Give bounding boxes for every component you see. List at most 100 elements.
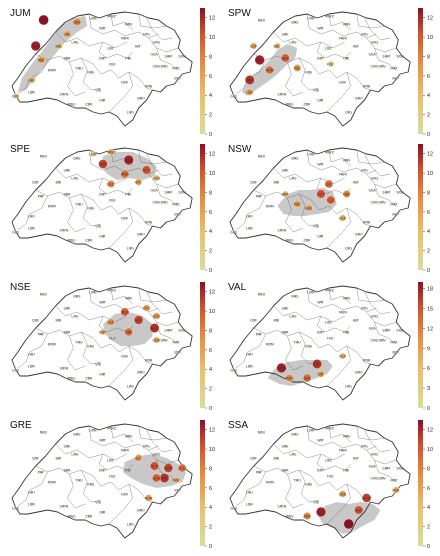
- station-label: BUF: [174, 488, 181, 492]
- station-label: KAS: [305, 206, 313, 210]
- station-marker: [341, 172, 345, 176]
- station-marker: [76, 294, 79, 298]
- station-label: NEU: [258, 430, 266, 434]
- station-marker: [294, 294, 297, 298]
- canton-border: [299, 469, 320, 503]
- station-label: LAU: [28, 490, 35, 494]
- station-marker: [317, 370, 325, 378]
- station-label: VIS: [313, 224, 319, 228]
- station-marker: [176, 76, 180, 80]
- canton-border: [81, 469, 102, 503]
- country-outline: [11, 11, 193, 127]
- station-label: GLA: [369, 188, 377, 192]
- station-label: STG: [143, 32, 150, 36]
- station-marker: [134, 315, 144, 325]
- station-marker: [354, 505, 364, 515]
- station-marker: [371, 188, 374, 192]
- station-marker: [284, 306, 287, 310]
- station-marker: [307, 70, 311, 74]
- station-label: KAS: [305, 70, 313, 74]
- station-label: THU: [292, 340, 301, 344]
- station-label: BIE: [274, 180, 280, 184]
- colorbar: [200, 144, 205, 270]
- canton-border: [81, 57, 102, 91]
- station-marker: [394, 350, 398, 354]
- station-marker: [129, 384, 133, 388]
- station-label: STG: [143, 444, 150, 448]
- station-marker: [175, 340, 178, 344]
- colorbar-tick-label: 4: [209, 229, 212, 235]
- station-marker: [73, 18, 82, 26]
- station-marker: [147, 220, 150, 224]
- station-label: CDF: [32, 318, 39, 322]
- station-label: ROB: [145, 220, 153, 224]
- station-marker: [381, 200, 384, 204]
- station-label: GRO: [355, 232, 363, 236]
- station-marker: [123, 448, 127, 452]
- station-marker: [248, 352, 252, 356]
- station-label: BAS: [291, 156, 299, 160]
- station-marker: [101, 98, 105, 102]
- station-label: BIE: [56, 318, 62, 322]
- station-marker: [167, 328, 170, 332]
- colorbar-tick-label: 4: [427, 505, 430, 511]
- station-label: WIN: [125, 296, 133, 300]
- canton-border: [364, 429, 391, 453]
- station-label: PAY: [38, 470, 45, 474]
- station-marker: [34, 318, 38, 322]
- station-label: CHU: [371, 200, 379, 204]
- station-label: LON: [307, 428, 315, 432]
- station-marker: [109, 14, 113, 18]
- station-label: BIE: [274, 318, 280, 322]
- canton-border: [17, 195, 48, 231]
- canton-border: [311, 475, 357, 491]
- canton-border: [366, 311, 397, 327]
- station-marker: [248, 502, 252, 506]
- station-marker: [66, 330, 69, 334]
- station-marker: [38, 14, 49, 26]
- station-label: MWZ: [325, 426, 335, 430]
- station-marker: [58, 456, 61, 460]
- station-label: LUZ: [325, 46, 332, 50]
- station-marker: [149, 323, 160, 333]
- station-marker: [309, 290, 313, 294]
- station-marker: [347, 384, 351, 388]
- station-label: NEU: [40, 18, 48, 22]
- station-marker: [63, 30, 71, 38]
- station-label: THU: [74, 66, 83, 70]
- canton-border: [138, 213, 153, 227]
- canton-border: [81, 193, 102, 227]
- canton-border: [138, 149, 167, 165]
- station-label: DAV: [160, 338, 168, 342]
- panel-title: SPW: [228, 8, 251, 19]
- station-marker: [315, 224, 319, 228]
- station-marker: [98, 159, 108, 169]
- station-marker: [62, 504, 65, 508]
- station-marker: [40, 470, 43, 474]
- station-label: OBI: [125, 330, 131, 334]
- station-label: PAY: [38, 332, 45, 336]
- station-label: BER: [281, 468, 289, 472]
- station-marker: [124, 327, 133, 337]
- station-marker: [355, 180, 358, 184]
- station-marker: [292, 314, 295, 318]
- station-label: BAS: [73, 294, 81, 298]
- station-marker: [365, 220, 368, 224]
- canton-border: [235, 333, 266, 369]
- station-marker: [260, 18, 263, 22]
- colorbar: [418, 420, 423, 546]
- station-marker: [319, 56, 323, 60]
- station-label: ROM: [266, 480, 274, 484]
- station-marker: [163, 64, 166, 68]
- station-marker: [97, 362, 101, 366]
- canton-border: [299, 57, 320, 91]
- station-label: FLU: [327, 198, 334, 202]
- station-label: BAS: [73, 432, 81, 436]
- station-marker: [50, 68, 53, 72]
- canton-border: [364, 17, 391, 41]
- canton-border: [35, 465, 94, 477]
- station-label: LAG: [289, 40, 296, 44]
- station-marker: [294, 156, 297, 160]
- station-label: GIR: [99, 372, 106, 376]
- station-marker: [248, 490, 252, 494]
